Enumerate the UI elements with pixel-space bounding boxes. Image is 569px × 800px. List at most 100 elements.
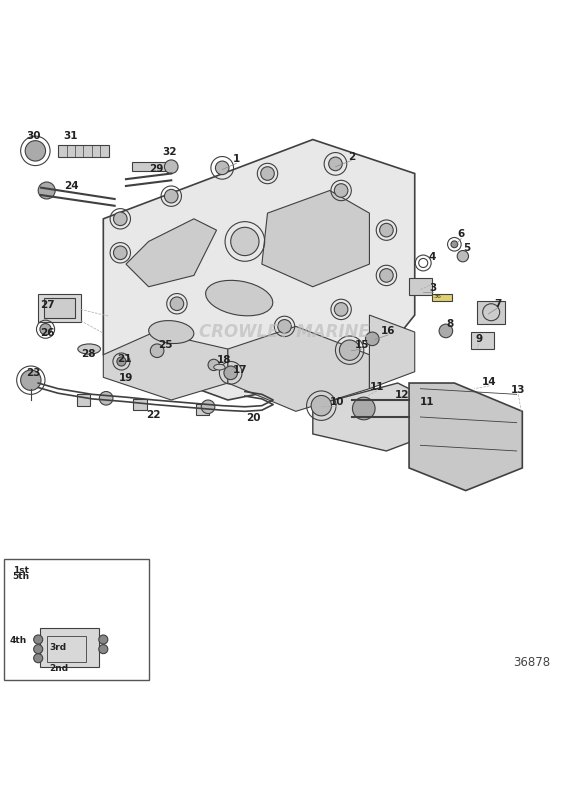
Circle shape (380, 223, 393, 237)
Text: 5th: 5th (13, 573, 30, 582)
Text: 31: 31 (64, 130, 79, 141)
Circle shape (34, 654, 43, 662)
Text: 3: 3 (429, 283, 436, 294)
Polygon shape (313, 383, 432, 451)
Text: 23: 23 (26, 368, 41, 378)
Bar (131, 162, 171, 170)
Text: 27: 27 (40, 300, 55, 310)
Circle shape (230, 227, 259, 256)
Text: 28: 28 (81, 349, 95, 358)
Text: 2: 2 (348, 151, 355, 162)
Text: 22: 22 (146, 410, 160, 420)
Circle shape (365, 332, 379, 346)
Polygon shape (262, 190, 369, 286)
Circle shape (117, 357, 126, 366)
Polygon shape (228, 326, 369, 411)
Circle shape (311, 395, 332, 416)
Circle shape (335, 184, 348, 198)
Text: 18: 18 (217, 355, 231, 366)
Polygon shape (369, 315, 415, 389)
Circle shape (113, 212, 127, 226)
Ellipse shape (78, 344, 101, 354)
Bar (196, 404, 209, 415)
Bar (47, 636, 86, 662)
Text: 14: 14 (482, 377, 497, 387)
Text: CROWLEY MARINE: CROWLEY MARINE (199, 323, 370, 341)
Circle shape (278, 319, 291, 333)
Circle shape (34, 635, 43, 644)
Circle shape (201, 400, 215, 414)
Circle shape (40, 323, 51, 335)
Bar (38, 294, 81, 322)
Polygon shape (409, 383, 522, 490)
Text: 12: 12 (395, 390, 410, 401)
Ellipse shape (214, 364, 225, 370)
Text: 3rd: 3rd (50, 643, 67, 652)
FancyBboxPatch shape (40, 628, 99, 667)
Circle shape (208, 359, 220, 370)
Polygon shape (126, 219, 217, 286)
Text: 17: 17 (233, 365, 248, 375)
Circle shape (261, 166, 274, 180)
Text: 1st: 1st (13, 566, 28, 574)
Circle shape (352, 397, 375, 420)
Circle shape (170, 297, 184, 310)
Polygon shape (104, 139, 415, 400)
Text: 19: 19 (119, 374, 133, 383)
Text: 9: 9 (475, 334, 483, 345)
Ellipse shape (205, 280, 273, 316)
Circle shape (113, 246, 127, 259)
Text: 36: 36 (434, 294, 442, 298)
Text: 25: 25 (158, 340, 173, 350)
Circle shape (224, 366, 237, 380)
Circle shape (164, 160, 178, 174)
Text: 26: 26 (40, 328, 55, 338)
Bar (409, 278, 432, 295)
Circle shape (100, 391, 113, 405)
Ellipse shape (149, 321, 194, 343)
Circle shape (451, 241, 458, 248)
Circle shape (164, 190, 178, 203)
Circle shape (34, 645, 43, 654)
Text: 4th: 4th (10, 637, 27, 646)
Circle shape (439, 324, 453, 338)
Bar (133, 399, 147, 410)
Circle shape (20, 370, 41, 390)
Text: 11: 11 (369, 382, 384, 392)
Text: 21: 21 (118, 354, 132, 364)
Text: 11: 11 (420, 397, 435, 406)
Bar (77, 394, 90, 406)
Text: 1: 1 (233, 154, 240, 164)
Bar (477, 301, 505, 323)
Bar (58, 145, 109, 157)
Text: 32: 32 (162, 147, 177, 157)
Text: 15: 15 (355, 340, 369, 350)
Circle shape (99, 645, 108, 654)
Circle shape (216, 161, 229, 174)
Text: 30: 30 (26, 130, 41, 141)
Circle shape (335, 302, 348, 316)
Circle shape (99, 635, 108, 644)
Bar (44, 298, 75, 318)
Text: 29: 29 (149, 164, 163, 174)
Text: 13: 13 (511, 386, 526, 395)
Text: 2nd: 2nd (50, 664, 69, 673)
Text: 6: 6 (457, 229, 465, 239)
Circle shape (329, 157, 343, 170)
Circle shape (457, 250, 468, 262)
Text: 10: 10 (329, 397, 344, 406)
Text: 20: 20 (246, 413, 261, 423)
Text: 8: 8 (447, 318, 454, 329)
Circle shape (380, 269, 393, 282)
Text: 16: 16 (381, 326, 395, 336)
Circle shape (150, 344, 164, 358)
Bar (432, 294, 452, 301)
Text: 5: 5 (463, 243, 471, 254)
Circle shape (25, 141, 46, 161)
Polygon shape (104, 332, 228, 400)
Circle shape (340, 340, 360, 360)
Text: 7: 7 (494, 298, 502, 309)
Circle shape (38, 182, 55, 199)
Bar (471, 332, 494, 349)
FancyBboxPatch shape (4, 558, 149, 680)
